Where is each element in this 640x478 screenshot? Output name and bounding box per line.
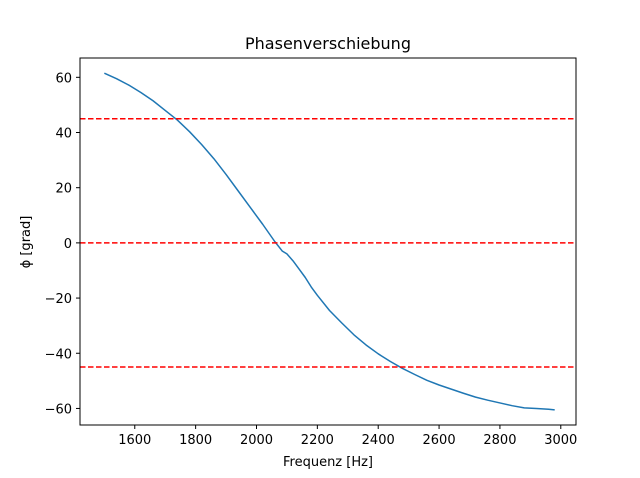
y-tick-label: 40: [55, 127, 72, 142]
x-tick-label: 1600: [118, 433, 151, 448]
chart-title: Phasenverschiebung: [245, 34, 411, 53]
x-axis-label: Frequenz [Hz]: [283, 455, 373, 470]
y-tick-label: 20: [55, 182, 72, 197]
x-tick-label: 1800: [179, 433, 212, 448]
plot-area: 1600 1800 2000 2200 2400 2600 2800 3000 −60 −40 −2…: [45, 57, 577, 448]
x-tick-label: 3000: [544, 433, 577, 448]
x-tick-label: 2800: [483, 433, 516, 448]
y-axis-label: ϕ [grad]: [19, 216, 34, 269]
y-tick-label: −40: [45, 347, 72, 362]
plot-frame: [79, 57, 577, 426]
y-tick-label: −20: [45, 292, 72, 307]
x-tick-label: 2400: [362, 433, 395, 448]
y-tick-label: 0: [64, 237, 72, 252]
series-line-0: [104, 72, 555, 411]
y-tick-label: −60: [45, 402, 72, 417]
y-tick-label: 60: [55, 71, 72, 86]
x-tick-label: 2200: [301, 433, 334, 448]
x-tick-label: 2000: [240, 433, 273, 448]
x-tick-label: 2600: [423, 433, 456, 448]
